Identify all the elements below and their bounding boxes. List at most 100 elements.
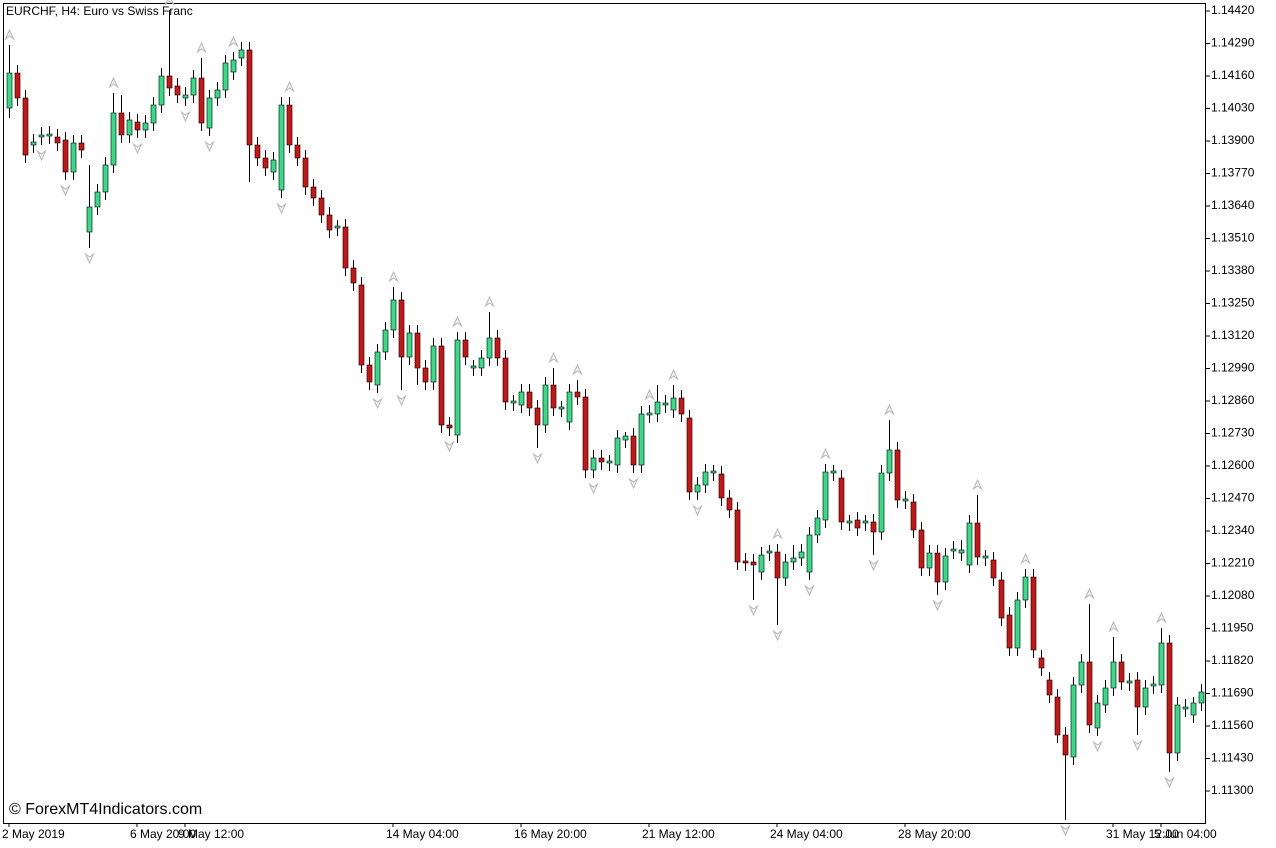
candle-body — [502, 357, 509, 403]
fractal-up — [548, 351, 559, 364]
candle-body — [550, 384, 557, 409]
candle-body — [838, 477, 845, 523]
candle-body — [710, 470, 717, 474]
plot-frame — [3, 3, 1206, 824]
candle-body — [806, 534, 813, 573]
candle-body — [142, 122, 149, 131]
chart-title: EURCHF, H4: Euro vs Swiss Franc — [6, 4, 193, 18]
fractal-up — [228, 35, 239, 48]
fractal-up — [972, 478, 983, 491]
x-tick-label: 9 May 12:00 — [178, 827, 244, 841]
candle-body — [766, 550, 773, 554]
y-tick-label: 1.13250 — [1211, 296, 1255, 310]
candle-body — [670, 397, 677, 411]
candle-body — [1086, 661, 1093, 726]
candle-body — [942, 555, 949, 583]
candle-body — [270, 159, 277, 173]
candle-body — [22, 97, 29, 156]
candle-body — [310, 186, 317, 199]
candle-body — [1078, 661, 1085, 686]
candle-body — [78, 142, 85, 151]
candle-body — [734, 509, 741, 563]
candle-body — [478, 357, 485, 369]
watermark: © ForexMT4Indicators.com — [9, 801, 202, 818]
fractal-down — [804, 584, 815, 597]
fractal-down — [588, 482, 599, 495]
candle-body — [590, 457, 597, 471]
candle-body — [846, 520, 853, 524]
candle-body — [1118, 661, 1125, 683]
fractal-up — [388, 270, 399, 283]
candle-body — [1070, 684, 1077, 758]
fractal-up — [644, 388, 655, 401]
candle-body — [198, 77, 205, 124]
candle-body — [278, 104, 285, 191]
candle-body — [1046, 679, 1053, 696]
candle-body — [1062, 734, 1069, 756]
y-tick-label: 1.11430 — [1211, 751, 1254, 765]
candle-body — [350, 267, 357, 284]
candle-body — [606, 460, 613, 464]
candle-body — [990, 559, 997, 579]
candle-body — [46, 133, 53, 137]
candle-body — [598, 457, 605, 463]
fractal-up — [1020, 552, 1031, 565]
candle-body — [430, 345, 437, 383]
candle-body — [454, 339, 461, 436]
fractal-down — [532, 452, 543, 465]
candle-body — [614, 437, 621, 466]
candle-body — [422, 367, 429, 383]
x-tick-label: 5 Jun 04:00 — [1154, 827, 1217, 841]
candle-body — [646, 412, 653, 416]
y-tick-label: 1.13380 — [1211, 263, 1255, 277]
fractal-up — [668, 368, 679, 381]
candle-body — [206, 97, 213, 129]
x-tick-label: 24 May 04:00 — [770, 827, 843, 841]
candle-body — [758, 554, 765, 573]
candle-body — [886, 449, 893, 474]
fractal-down — [132, 142, 143, 155]
fractal-down — [36, 149, 47, 162]
candle-body — [1006, 614, 1013, 649]
candle-body — [1166, 642, 1173, 754]
x-tick-label: 14 May 04:00 — [386, 827, 459, 841]
candle-body — [102, 164, 109, 193]
candle-body — [662, 402, 669, 406]
candle-body — [70, 142, 77, 173]
candle-body — [934, 552, 941, 583]
fractal-down — [372, 397, 383, 410]
y-tick-label: 1.12860 — [1211, 393, 1255, 407]
y-tick-label: 1.11560 — [1211, 718, 1254, 732]
candle-body — [158, 75, 165, 106]
candle-body — [926, 552, 933, 569]
candle-body — [118, 112, 125, 136]
y-tick-label: 1.14290 — [1211, 36, 1255, 50]
y-tick-label: 1.14160 — [1211, 68, 1255, 82]
fractal-up — [284, 80, 295, 93]
y-tick-label: 1.11950 — [1211, 621, 1254, 635]
candle-body — [6, 72, 13, 109]
candle-body — [790, 557, 797, 563]
fractal-up — [1108, 620, 1119, 633]
candle-body — [686, 417, 693, 493]
candle-body — [294, 144, 301, 159]
y-tick-label: 1.13770 — [1211, 166, 1255, 180]
y-tick-label: 1.12080 — [1211, 588, 1255, 602]
candle-body — [214, 89, 221, 99]
y-tick-label: 1.13640 — [1211, 198, 1255, 212]
fractal-down — [180, 110, 191, 123]
fractal-up — [196, 41, 207, 54]
fractal-up — [772, 527, 783, 540]
y-tick-label: 1.12210 — [1211, 556, 1255, 570]
candle-body — [1142, 687, 1149, 708]
y-tick-label: 1.12990 — [1211, 361, 1255, 375]
candle-body — [782, 561, 789, 579]
candle-body — [902, 498, 909, 502]
candle-body — [702, 471, 709, 486]
candle-body — [1094, 702, 1101, 729]
candle-body — [822, 471, 829, 521]
fractal-up — [572, 363, 583, 376]
candle-body — [462, 339, 469, 358]
fractal-down — [1132, 739, 1143, 752]
